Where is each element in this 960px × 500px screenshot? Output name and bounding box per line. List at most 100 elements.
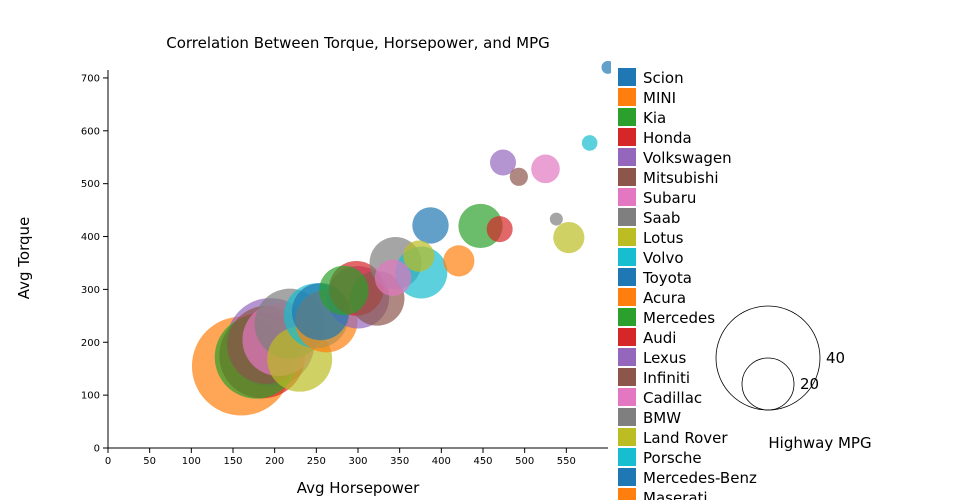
size-legend-label: 20 [800, 375, 819, 393]
legend-swatch [618, 388, 636, 406]
legend-swatch [618, 348, 636, 366]
legend-swatch [618, 468, 636, 486]
legend-swatch [618, 328, 636, 346]
chart-title: Correlation Between Torque, Horsepower, … [166, 34, 550, 52]
legend-swatch [618, 288, 636, 306]
x-tick-label: 550 [557, 456, 576, 467]
legend-item-honda[interactable]: Honda [618, 128, 692, 147]
bubble-cadillac-0[interactable] [531, 154, 560, 184]
bubble-layer [191, 60, 615, 416]
legend-label: Mercedes [643, 309, 715, 327]
x-tick-label: 250 [307, 456, 326, 467]
legend-item-acura[interactable]: Acura [618, 288, 686, 307]
legend-label: Volvo [643, 249, 684, 267]
legend-label: Maserati [643, 489, 708, 500]
bubble-infiniti-0[interactable] [509, 167, 528, 186]
bubble-series-22-0[interactable] [319, 265, 369, 316]
legend-label: Mitsubishi [643, 169, 719, 187]
legend: Scion MINI Kia Honda Volkswagen Mitsubishi Sub… [618, 68, 757, 500]
legend-label: Land Rover [643, 429, 728, 447]
legend-swatch [618, 368, 636, 386]
x-tick-label: 0 [105, 456, 111, 467]
legend-swatch [618, 208, 636, 226]
legend-label: Cadillac [643, 389, 702, 407]
bubble-saab-0[interactable] [549, 212, 563, 226]
legend-label: Subaru [643, 189, 696, 207]
legend-item-toyota[interactable]: Toyota [618, 268, 692, 287]
legend-item-porsche[interactable]: Porsche [618, 448, 702, 467]
legend-swatch [618, 168, 636, 186]
bubble-scion-0[interactable] [601, 60, 615, 74]
legend-item-volvo[interactable]: Volvo [618, 248, 684, 267]
size-legend: 40 20 Highway MPG [715, 305, 872, 452]
legend-swatch [618, 228, 636, 246]
plot-area [191, 60, 615, 416]
legend-swatch [618, 268, 636, 286]
legend-item-lotus[interactable]: Lotus [618, 228, 684, 247]
legend-item-volkswagen[interactable]: Volkswagen [618, 148, 732, 167]
legend-item-lexus[interactable]: Lexus [618, 348, 686, 367]
bubble-lotus-0[interactable] [553, 221, 585, 254]
x-tick-label: 450 [473, 456, 492, 467]
bubble-lexus-0[interactable] [490, 149, 516, 176]
bubble-acura-0[interactable] [443, 245, 475, 277]
y-tick-label: 700 [81, 73, 100, 84]
legend-label: Volkswagen [643, 149, 732, 167]
legend-item-mitsubishi[interactable]: Mitsubishi [618, 168, 719, 187]
legend-swatch [618, 188, 636, 206]
x-tick-label: 400 [432, 456, 451, 467]
y-tick-label: 600 [81, 126, 100, 137]
legend-swatch [618, 448, 636, 466]
legend-label: Mercedes-Benz [643, 469, 757, 487]
legend-item-scion[interactable]: Scion [618, 68, 684, 87]
legend-swatch [618, 148, 636, 166]
legend-swatch [618, 68, 636, 86]
bubble-audi-0[interactable] [486, 216, 513, 243]
size-legend-label: 40 [826, 349, 845, 367]
legend-item-land-rover[interactable]: Land Rover [618, 428, 728, 447]
bubble-toyota-0[interactable] [412, 207, 449, 244]
legend-label: Saab [643, 209, 680, 227]
y-tick-label: 100 [81, 391, 100, 402]
y-tick-label: 300 [81, 285, 100, 296]
legend-item-maserati[interactable]: Maserati [618, 488, 708, 500]
legend-item-bmw[interactable]: BMW [618, 408, 681, 427]
legend-item-cadillac[interactable]: Cadillac [618, 388, 702, 407]
legend-label: Toyota [642, 269, 692, 287]
legend-item-mercedes[interactable]: Mercedes [618, 308, 715, 327]
legend-label: Acura [643, 289, 686, 307]
legend-label: Porsche [643, 449, 702, 467]
y-tick-label: 0 [94, 444, 100, 455]
legend-swatch [618, 248, 636, 266]
legend-label: Scion [643, 69, 684, 87]
legend-item-mini[interactable]: MINI [618, 88, 676, 107]
legend-swatch [618, 88, 636, 106]
legend-item-audi[interactable]: Audi [618, 328, 676, 347]
legend-item-mercedes-benz[interactable]: Mercedes-Benz [618, 468, 757, 487]
legend-item-subaru[interactable]: Subaru [618, 188, 696, 207]
x-tick-label: 500 [515, 456, 534, 467]
x-axis-title: Avg Horsepower [297, 479, 420, 497]
legend-item-saab[interactable]: Saab [618, 208, 680, 227]
x-tick-label: 150 [223, 456, 242, 467]
size-legend-circle-20 [741, 357, 795, 411]
legend-swatch [618, 408, 636, 426]
legend-item-kia[interactable]: Kia [618, 108, 666, 127]
legend-label: BMW [643, 409, 681, 427]
legend-label: Lotus [643, 229, 684, 247]
x-tick-label: 100 [182, 456, 201, 467]
legend-swatch [618, 308, 636, 326]
legend-item-infiniti[interactable]: Infiniti [618, 368, 690, 387]
y-tick-label: 400 [81, 232, 100, 243]
size-legend-title: Highway MPG [768, 434, 871, 452]
legend-label: MINI [643, 89, 676, 107]
x-tick-label: 300 [348, 456, 367, 467]
legend-swatch [618, 108, 636, 126]
bubble-land-rover-1[interactable] [403, 240, 435, 272]
legend-label: Lexus [643, 349, 686, 367]
legend-label: Honda [643, 129, 692, 147]
legend-label: Kia [643, 109, 666, 127]
bubble-volvo-0[interactable] [581, 135, 598, 151]
bubble-series-26-0[interactable] [374, 259, 412, 296]
